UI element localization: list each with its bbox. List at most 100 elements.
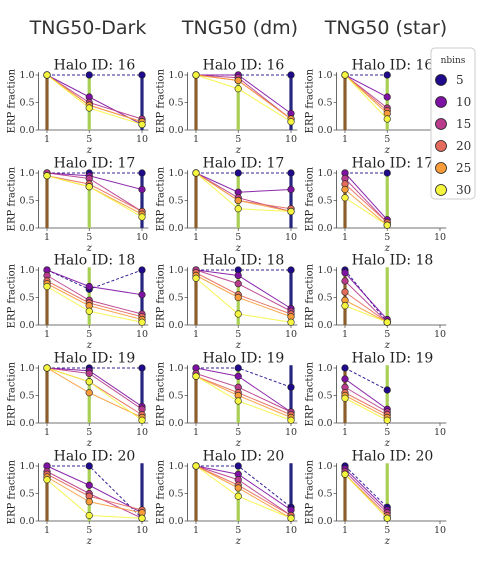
series-line bbox=[195, 375, 292, 416]
data-point bbox=[138, 318, 146, 326]
data-point bbox=[85, 307, 93, 315]
data-point bbox=[85, 389, 93, 397]
panel: Halo ID: 20 0.0 0.5 1.0 1 5 10 ERP fraction z bbox=[156, 448, 298, 547]
column-title: TNG50 (star) bbox=[324, 17, 447, 39]
y-tick-label: 0.5 bbox=[168, 489, 183, 500]
data-point bbox=[192, 71, 200, 79]
x-tick-label: 5 bbox=[384, 232, 390, 243]
panel: Halo ID: 18 0.0 0.5 1.0 1 5 10 ERP fraction z bbox=[305, 252, 447, 351]
series-line bbox=[344, 272, 388, 320]
data-point bbox=[85, 481, 93, 489]
y-tick-label: 1.0 bbox=[317, 461, 332, 472]
y-axis-label: ERP fraction bbox=[7, 68, 18, 133]
legend-marker bbox=[435, 74, 447, 86]
series-line bbox=[344, 74, 388, 114]
series-line bbox=[344, 74, 388, 98]
data-point bbox=[383, 93, 391, 101]
series-line bbox=[46, 367, 143, 407]
y-tick-label: 0.0 bbox=[317, 125, 332, 136]
x-axis-label: z bbox=[235, 243, 242, 254]
x-tick-label: 5 bbox=[86, 525, 92, 536]
y-axis-label: ERP fraction bbox=[7, 166, 18, 231]
y-tick-label: 0.0 bbox=[168, 418, 183, 429]
y-axis-label: ERP fraction bbox=[156, 361, 167, 426]
series-line bbox=[344, 468, 388, 511]
y-tick-label: 0.0 bbox=[317, 320, 332, 331]
data-point bbox=[234, 271, 242, 280]
x-tick-label: 10 bbox=[434, 232, 446, 243]
x-tick-label: 1 bbox=[342, 427, 348, 438]
legend-label: 20 bbox=[456, 139, 471, 153]
y-tick-label: 0.5 bbox=[19, 489, 34, 500]
series-line bbox=[195, 275, 292, 318]
panel-title: Halo ID: 20 bbox=[352, 448, 434, 464]
data-point bbox=[138, 514, 146, 522]
legend-marker bbox=[435, 184, 447, 196]
data-point bbox=[287, 169, 295, 177]
y-tick-label: 1.0 bbox=[168, 70, 183, 81]
x-tick-label: 10 bbox=[285, 329, 297, 340]
y-tick-label: 0.5 bbox=[168, 98, 183, 109]
y-tick-label: 0.0 bbox=[317, 223, 332, 234]
data-point bbox=[234, 196, 242, 205]
data-point bbox=[383, 386, 391, 394]
data-point bbox=[234, 85, 242, 93]
series-line bbox=[46, 476, 143, 514]
x-tick-label: 5 bbox=[235, 329, 241, 340]
x-tick-label: 5 bbox=[235, 232, 241, 243]
y-tick-label: 0.0 bbox=[168, 516, 183, 527]
panel: Halo ID: 19 0.0 0.5 1.0 1 5 10 ERP fraction z bbox=[156, 350, 298, 449]
series-line bbox=[344, 465, 388, 508]
x-tick-label: 1 bbox=[193, 134, 199, 145]
x-tick-label: 5 bbox=[384, 329, 390, 340]
series-line bbox=[195, 269, 292, 309]
y-tick-label: 1.0 bbox=[19, 168, 34, 179]
series-line bbox=[344, 172, 388, 221]
series-line bbox=[195, 172, 292, 210]
legend-label: 5 bbox=[456, 73, 464, 87]
x-tick-label: 5 bbox=[384, 134, 390, 145]
data-point bbox=[43, 71, 51, 79]
data-point bbox=[85, 71, 93, 79]
legend-label: 25 bbox=[456, 161, 471, 175]
y-tick-label: 0.0 bbox=[19, 418, 34, 429]
x-tick-label: 10 bbox=[136, 329, 148, 340]
data-point bbox=[234, 397, 242, 405]
data-point bbox=[287, 266, 295, 274]
y-tick-label: 0.5 bbox=[19, 391, 34, 402]
x-tick-label: 1 bbox=[342, 329, 348, 340]
data-point bbox=[138, 169, 146, 177]
y-tick-label: 0.5 bbox=[19, 293, 34, 304]
y-tick-label: 0.0 bbox=[317, 516, 332, 527]
x-axis-label: z bbox=[384, 340, 391, 351]
panel: Halo ID: 18 0.0 0.5 1.0 1 5 10 ERP fraction z bbox=[156, 252, 298, 351]
legend-marker bbox=[435, 162, 447, 174]
data-point bbox=[383, 71, 391, 79]
data-point bbox=[138, 364, 146, 372]
data-point bbox=[383, 169, 391, 177]
y-tick-label: 1.0 bbox=[317, 363, 332, 374]
panel-title: Halo ID: 18 bbox=[203, 252, 285, 268]
data-point bbox=[287, 383, 295, 391]
data-point bbox=[341, 194, 349, 202]
x-tick-label: 5 bbox=[384, 525, 390, 536]
series-line bbox=[344, 471, 388, 514]
x-axis-label: z bbox=[86, 243, 93, 254]
data-point bbox=[138, 120, 146, 129]
x-tick-label: 1 bbox=[342, 525, 348, 536]
x-tick-label: 10 bbox=[285, 134, 297, 145]
x-axis-label: z bbox=[86, 145, 93, 156]
data-point bbox=[234, 280, 242, 288]
x-tick-label: 5 bbox=[384, 427, 390, 438]
y-tick-label: 1.0 bbox=[19, 363, 34, 374]
data-point bbox=[341, 302, 349, 310]
data-point bbox=[138, 291, 146, 299]
legend-label: 10 bbox=[456, 95, 471, 109]
y-axis-label: ERP fraction bbox=[7, 361, 18, 426]
data-point bbox=[234, 484, 242, 492]
y-tick-label: 1.0 bbox=[317, 265, 332, 276]
panel-title: Halo ID: 19 bbox=[54, 350, 136, 366]
legend-marker bbox=[435, 118, 447, 130]
series-line bbox=[344, 197, 388, 226]
